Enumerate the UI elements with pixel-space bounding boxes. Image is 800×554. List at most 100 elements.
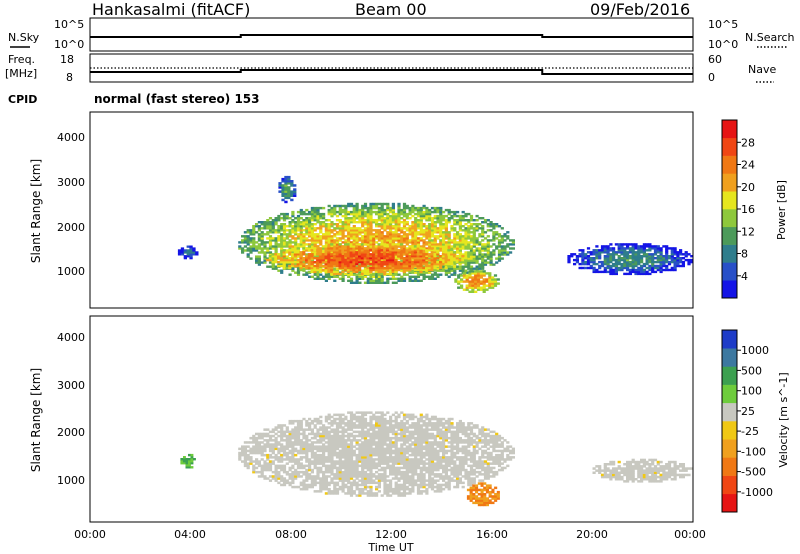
power-cell-5 [609,260,613,264]
power-cell-0 [422,212,426,216]
power-cell-1 [394,249,398,252]
power-cell-0 [436,269,440,272]
power-cell-5 [656,268,660,272]
power-cell-0 [436,275,440,278]
velocity-cell-0 [316,441,320,444]
velocity-cell-0 [344,422,348,425]
power-cell-0 [377,235,381,238]
power-cell-0 [344,257,348,260]
power-cell-3 [482,272,486,275]
velocity-cell-0 [294,460,298,463]
power-cell-0 [268,227,273,230]
velocity-cell-0 [313,417,317,421]
velocity-cell-0 [349,439,354,442]
velocity-cell-0 [389,417,393,421]
power-cell-0 [391,233,395,236]
velocity-cell-0 [268,462,273,465]
velocity-cell-0 [277,434,281,438]
power-cell-2 [281,198,285,202]
velocity-cell-0 [305,434,309,438]
power-cell-0 [324,237,328,240]
power-cell-0 [280,253,284,256]
velocity-cell-0 [316,460,320,463]
power-cell-0 [467,261,471,264]
velocity-cell-0 [322,451,326,455]
velocity-cell-0 [291,466,295,470]
power-cell-0 [467,219,471,222]
velocity-cell-0 [335,447,340,451]
velocity-cell-0 [383,485,387,489]
power-cell-3 [485,278,489,281]
power-cell-1 [271,257,275,260]
velocity-cell-0 [327,453,331,457]
power-cell-1 [366,249,370,252]
velocity-cell-0 [355,430,359,434]
power-cell-5 [631,251,635,254]
power-cell-0 [358,237,362,240]
power-cell-1 [332,257,337,260]
power-cell-5 [667,255,672,258]
velocity-cell-0 [327,487,331,491]
power-cell-5 [586,266,591,270]
power-cell-0 [478,233,482,236]
power-cell-0 [402,219,407,222]
velocity-cell-0 [363,426,368,429]
power-cell-0 [467,255,471,258]
power-cell-1 [422,255,426,258]
power-cell-0 [358,210,362,214]
velocity-cell-0 [386,456,390,459]
power-cell-0 [294,225,298,228]
power-cell-5 [603,249,607,252]
velocity-cell-0 [274,458,278,461]
power-cell-0 [296,233,301,236]
power-cell-0 [419,237,423,240]
power-cell-0 [268,247,273,250]
power-cell-0 [333,239,337,242]
power-cell-0 [450,247,454,250]
velocity-cell-0 [335,422,340,425]
velocity-cell-0 [389,481,393,485]
power-cell-0 [430,223,435,226]
power-cell-2 [284,182,288,185]
power-cell-0 [389,206,393,210]
power-cell-0 [428,241,432,244]
power-cell-0 [411,221,415,224]
power-cell-0 [277,217,281,220]
power-cell-0 [347,233,351,236]
power-cell-0 [486,261,490,264]
velocity-cell-0 [243,445,247,448]
power-cell-0 [305,227,309,230]
power-cell-1 [327,247,331,250]
power-cell-0 [366,277,370,280]
power-cell-5 [681,264,685,268]
velocity-cell-0 [324,477,328,480]
power-cell-1 [372,262,376,266]
velocity-cell-0 [358,456,362,459]
velocity-cell-0 [310,422,314,425]
velocity-cell-0 [383,456,387,459]
velocity-cell-0 [316,432,320,436]
power-cell-0 [352,229,356,232]
power-cell-0 [405,223,409,226]
power-cell-0 [363,219,368,222]
power-cell-0 [380,239,384,242]
power-cell-0 [380,208,384,212]
velocity-cell-0 [271,456,275,459]
power-cell-1 [346,258,350,262]
velocity-cell-0 [296,436,301,440]
power-cell-1 [377,255,381,258]
power-cell-5 [617,262,621,266]
power-cell-0 [282,243,287,246]
power-cell-5 [631,243,635,246]
power-cell-0 [274,237,278,240]
power-cell-0 [310,251,314,254]
velocity-cell-0 [383,432,387,436]
power-cell-0 [299,237,303,240]
power-cell-0 [355,265,359,268]
power-cell-0 [347,279,351,282]
velocity-cell-0 [372,424,376,427]
power-cell-1 [372,247,376,250]
velocity-cell-0 [246,458,250,461]
power-cell-0 [450,273,454,276]
power-cell-3 [476,276,481,279]
